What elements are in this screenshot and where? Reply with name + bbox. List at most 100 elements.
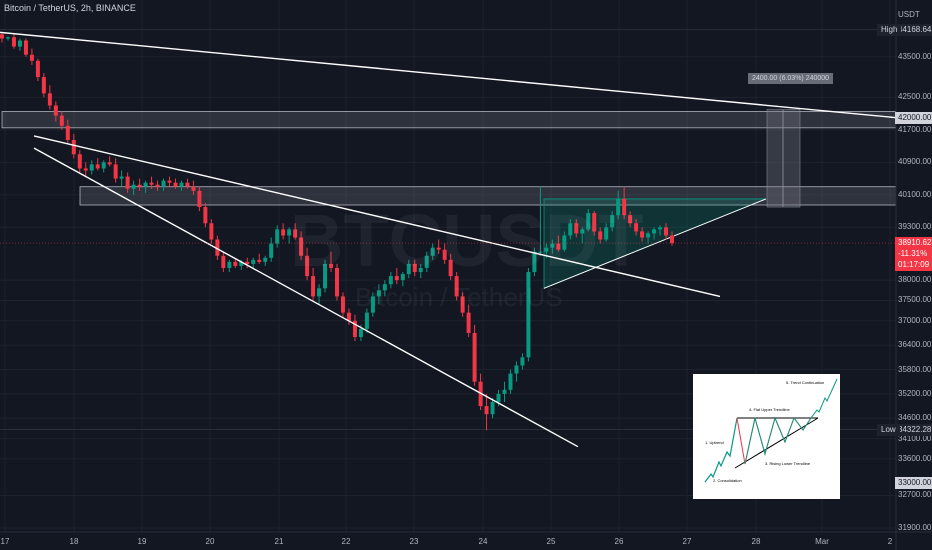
trendlines <box>0 31 897 448</box>
inset-continuation <box>744 378 838 465</box>
candle-body <box>251 259 256 264</box>
inset-label-2: 2. Consolidation <box>713 478 742 483</box>
candle-body <box>580 229 585 234</box>
candle-body <box>35 60 40 78</box>
price-tick-label: 43500.00 <box>898 51 932 61</box>
measured-move-box <box>766 109 801 208</box>
candle-body <box>311 276 316 297</box>
candle-body <box>185 182 190 187</box>
inset-consolidation-down <box>736 416 812 465</box>
candle-body <box>418 267 423 273</box>
zone-price-label: 42000.00 <box>895 111 932 124</box>
time-tick-label: 19 <box>138 537 147 546</box>
candle-body <box>484 406 489 415</box>
candle-body <box>65 125 70 141</box>
time-tick-label: 22 <box>342 537 351 546</box>
price-change-label: -11.31% <box>895 248 932 261</box>
candle-body <box>239 261 244 266</box>
candle-body <box>502 389 507 394</box>
candle-body <box>29 54 34 61</box>
time-tick-label: 25 <box>547 537 556 546</box>
time-tick-label: Mar <box>815 537 829 546</box>
candle-body <box>400 274 405 281</box>
candle-body <box>454 276 459 297</box>
candle-body <box>107 162 112 165</box>
candle-body <box>335 267 339 297</box>
candle-body <box>412 263 417 273</box>
candle-body <box>47 93 52 106</box>
candle-body <box>329 263 334 268</box>
current-price-label: 38910.62 <box>895 237 932 250</box>
candle-body <box>562 235 567 250</box>
candle-body <box>388 276 393 285</box>
time-tick-label: 28 <box>752 537 761 546</box>
candle-body <box>257 259 262 262</box>
candle-body <box>323 263 328 289</box>
candle-body <box>616 198 621 216</box>
zone-price-label: 33000.00 <box>895 477 932 490</box>
candle-body <box>269 243 274 258</box>
low-price-label: 34322.28 <box>895 423 932 436</box>
candle-body <box>95 164 100 169</box>
watermark-ticker: BTCUSDT <box>290 199 644 282</box>
candle-body <box>550 243 555 248</box>
candle-body <box>496 393 501 403</box>
inset-label-3: 3. Rising Lower Trendline <box>765 461 811 466</box>
candle-body <box>161 180 166 187</box>
trendline-wedge-lower <box>33 147 579 448</box>
candle-body <box>490 402 495 415</box>
symbol-title[interactable]: Bitcoin / TetherUS, 2h, BINANCE <box>4 3 136 13</box>
price-tick-label: 36400.00 <box>898 340 932 350</box>
candle-body <box>227 261 232 268</box>
price-tick-label: 35200.00 <box>898 388 932 398</box>
candle-body <box>370 296 375 313</box>
candle-body <box>191 186 196 191</box>
inset-uptrend <box>704 417 738 483</box>
time-tick-label: 21 <box>275 537 284 546</box>
candle-body <box>652 229 657 234</box>
candle-body <box>466 312 471 333</box>
high-price-label: 44168.64 <box>895 23 932 36</box>
candle-body <box>281 229 286 236</box>
candle-body <box>358 328 363 338</box>
candle-body <box>340 296 345 313</box>
candle-body <box>101 162 106 169</box>
candle-body <box>293 229 298 238</box>
candle-body <box>113 164 118 179</box>
candle-body <box>646 233 651 238</box>
time-tick-label: 23 <box>410 537 419 546</box>
candles <box>0 32 674 431</box>
candle-body <box>664 227 669 236</box>
candle-body <box>149 182 154 185</box>
sr-zone <box>1 111 897 129</box>
candle-body <box>263 257 268 262</box>
candle-body <box>604 227 609 240</box>
candle-body <box>394 276 399 281</box>
candle-body <box>5 37 10 39</box>
candle-body <box>670 235 674 244</box>
candle-body <box>508 373 513 390</box>
candle-body <box>586 213 591 230</box>
time-tick-label: 2 <box>888 537 893 546</box>
price-tick-label: 34600.00 <box>898 413 932 423</box>
candle-body <box>167 180 172 183</box>
candle-body <box>658 227 663 230</box>
candle-body <box>143 182 148 187</box>
high-tag: High <box>877 23 902 36</box>
candle-body <box>544 247 549 252</box>
candle-body <box>245 261 250 264</box>
candle-body <box>436 247 441 250</box>
candle-body <box>221 255 226 268</box>
measure-label: 2400.00 (6.03%) 240000 <box>748 73 834 84</box>
price-tick-label: 35800.00 <box>898 364 932 374</box>
candle-body <box>125 176 130 189</box>
price-tick-label: 38000.00 <box>898 275 932 285</box>
candle-body <box>287 229 292 236</box>
candle-body <box>598 231 603 240</box>
candle-body <box>364 312 369 329</box>
candle-body <box>53 105 58 116</box>
candle-body <box>592 213 597 232</box>
candle-body <box>628 215 633 224</box>
price-tick-label: 32700.00 <box>898 490 932 500</box>
